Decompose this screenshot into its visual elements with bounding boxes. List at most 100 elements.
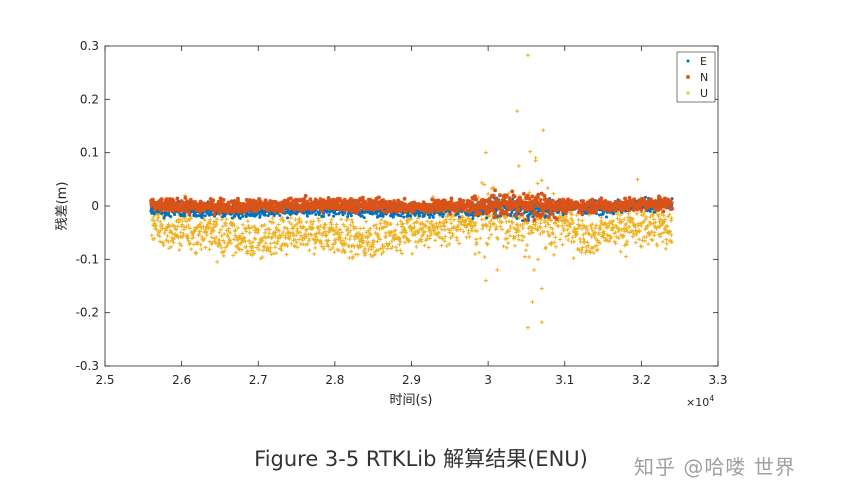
data-point (381, 249, 386, 254)
data-point (530, 202, 535, 207)
data-point (635, 211, 640, 216)
data-point (241, 235, 246, 240)
data-point (545, 186, 550, 191)
data-point (210, 201, 215, 206)
data-point (314, 198, 319, 203)
data-point (535, 195, 540, 200)
data-point (523, 217, 528, 222)
data-point (515, 109, 520, 114)
data-point (560, 200, 565, 205)
data-point (552, 202, 557, 207)
data-point (428, 228, 433, 233)
data-point (439, 205, 444, 210)
data-point (360, 195, 365, 200)
data-point (442, 198, 447, 203)
data-point (450, 214, 455, 219)
data-point (225, 243, 230, 248)
data-point (436, 198, 441, 203)
data-point (166, 205, 171, 210)
data-point (249, 204, 254, 209)
data-point (428, 206, 433, 211)
data-point (521, 226, 526, 231)
data-point (413, 232, 418, 237)
data-point (543, 246, 548, 251)
data-point (412, 225, 417, 230)
data-point (236, 199, 241, 204)
data-point (361, 240, 366, 245)
data-point (389, 221, 394, 226)
data-point (546, 222, 551, 227)
data-point (538, 225, 543, 230)
data-point (230, 221, 235, 226)
data-point (644, 235, 649, 240)
data-point (291, 198, 296, 203)
data-point (648, 221, 653, 226)
data-point (175, 196, 180, 201)
data-point (502, 193, 507, 198)
data-point (473, 228, 478, 233)
data-point (319, 206, 324, 211)
data-point (201, 211, 205, 215)
data-point (186, 200, 191, 205)
data-point (294, 233, 299, 238)
data-point (440, 236, 445, 241)
data-point (485, 216, 489, 220)
data-point (578, 240, 583, 245)
data-point (339, 230, 344, 235)
data-point (412, 200, 417, 205)
data-point (539, 178, 544, 183)
data-point (375, 239, 380, 244)
data-point (497, 206, 502, 211)
data-point (187, 211, 192, 216)
data-point (655, 243, 660, 248)
data-point (218, 196, 223, 201)
data-point (334, 222, 339, 227)
data-point (542, 202, 547, 207)
data-point (332, 250, 337, 255)
data-point (263, 231, 267, 236)
data-point (301, 224, 306, 229)
data-point (576, 217, 581, 222)
data-point (653, 199, 658, 204)
data-point (484, 241, 489, 246)
data-point (540, 212, 545, 217)
data-point (527, 255, 532, 260)
data-point (335, 200, 340, 205)
data-point (419, 239, 424, 244)
data-point (514, 200, 519, 205)
data-point (591, 204, 596, 209)
data-point (461, 208, 466, 213)
data-point (173, 213, 177, 217)
data-point (159, 197, 164, 202)
data-point (253, 237, 258, 242)
data-point (431, 206, 436, 211)
data-point (246, 238, 251, 243)
legend-box (676, 51, 716, 103)
data-point (661, 213, 666, 218)
data-point (492, 200, 497, 205)
data-point (248, 252, 253, 257)
data-point (400, 221, 405, 226)
data-point (551, 191, 556, 196)
data-point (478, 211, 483, 216)
data-point (373, 231, 378, 236)
data-point (349, 196, 354, 201)
data-point (516, 164, 521, 168)
data-point (390, 233, 395, 238)
data-point (611, 212, 615, 216)
data-point (483, 278, 488, 283)
data-point (179, 208, 184, 213)
data-point (246, 223, 251, 228)
data-point (304, 220, 309, 225)
data-point (332, 206, 337, 211)
data-point (335, 228, 340, 233)
legend-label: E (700, 55, 707, 68)
data-point (480, 198, 485, 203)
data-point (185, 235, 190, 240)
data-point (397, 236, 402, 241)
data-point (287, 219, 292, 224)
data-point (208, 231, 213, 236)
data-point (638, 201, 643, 206)
data-point (639, 224, 644, 229)
data-point (226, 226, 231, 231)
